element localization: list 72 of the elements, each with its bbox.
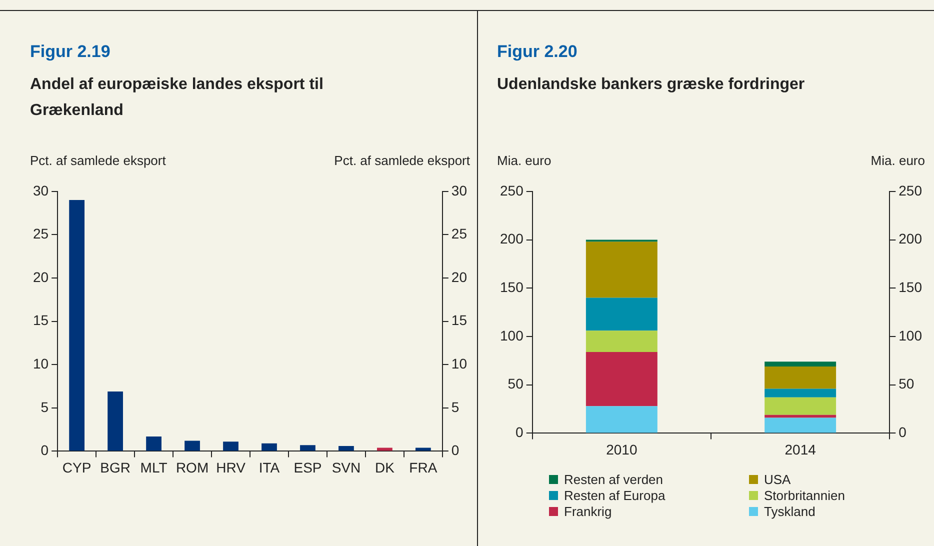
bar xyxy=(586,242,658,298)
y-tick-label: 20 xyxy=(32,268,49,285)
x-tick-label: DK xyxy=(374,459,396,476)
y-tick-label: 250 xyxy=(500,182,524,198)
x-tick-label: FRA xyxy=(409,459,438,476)
bar xyxy=(586,352,658,406)
y2-tick-label: 25 xyxy=(451,226,468,242)
bar xyxy=(146,436,162,451)
y2-tick-label: 30 xyxy=(451,182,468,198)
x-tick-label: SVN xyxy=(332,459,361,476)
x-tick-label: 2010 xyxy=(606,441,638,458)
y2-tick-label: 20 xyxy=(451,268,468,285)
bar xyxy=(108,391,123,451)
chart-subtitle: Udenlandske bankers græske fordringer xyxy=(497,75,806,95)
y-tick-label: 0 xyxy=(40,442,49,458)
y-tick-label: 30 xyxy=(32,182,49,198)
y2-axis-title: Mia. euro xyxy=(870,153,925,168)
y-tick-label: 10 xyxy=(32,355,49,372)
y2-tick-label: 10 xyxy=(451,355,468,372)
chart-title: Figur 2.20 xyxy=(497,42,578,62)
bar xyxy=(262,443,277,451)
y2-tick-label: 250 xyxy=(898,182,922,198)
bar xyxy=(764,388,836,398)
legend-label: Frankrig xyxy=(564,504,612,519)
bar xyxy=(377,448,392,451)
y-tick-label: 0 xyxy=(516,424,524,440)
y2-tick-label: 50 xyxy=(898,376,914,392)
x-tick-label: 2014 xyxy=(784,441,816,458)
y2-tick-label: 200 xyxy=(898,230,922,247)
y-tick-label: 15 xyxy=(32,312,49,328)
chart-title: Figur 2.19 xyxy=(30,42,110,62)
legend-label: USA xyxy=(764,472,791,487)
bar xyxy=(223,442,238,451)
y-tick-label: 150 xyxy=(500,278,524,295)
x-tick-label: MLT xyxy=(140,459,168,476)
x-tick-label: BGR xyxy=(100,459,130,476)
bar xyxy=(300,445,316,451)
chart-subtitle: Andel af europæiske landes eksport til Grækenland xyxy=(30,75,324,121)
bar xyxy=(586,406,658,433)
bar xyxy=(184,440,200,451)
x-tick-label: ESP xyxy=(294,459,322,476)
bar xyxy=(338,446,354,451)
x-tick-label: HRV xyxy=(216,459,246,476)
y-tick-label: 50 xyxy=(508,376,524,392)
legend-label: Tyskland xyxy=(764,504,816,519)
y2-axis-title: Pct. af samlede eksport xyxy=(334,153,470,168)
y2-tick-label: 0 xyxy=(898,424,907,440)
y2-tick-label: 15 xyxy=(451,312,468,328)
legend-label: Storbritannien xyxy=(764,488,845,503)
bar xyxy=(586,330,658,352)
bar xyxy=(69,200,85,451)
y2-tick-label: 0 xyxy=(451,442,460,458)
bar xyxy=(764,418,836,433)
x-tick-label: ITA xyxy=(258,459,280,476)
bar xyxy=(415,448,431,451)
y2-tick-label: 100 xyxy=(898,327,922,344)
bar xyxy=(764,366,836,389)
y-tick-label: 100 xyxy=(500,327,524,344)
y2-tick-label: 5 xyxy=(451,398,460,415)
y-axis-title: Pct. af samlede eksport xyxy=(30,153,166,168)
x-tick-label: ROM xyxy=(176,459,209,476)
legend-label: Resten af verden xyxy=(564,472,664,487)
bar xyxy=(764,362,836,366)
y-axis-title: Mia. euro xyxy=(497,153,552,168)
y-tick-label: 25 xyxy=(32,226,49,242)
y2-tick-label: 150 xyxy=(898,278,922,295)
bar xyxy=(764,397,836,415)
y-tick-label: 5 xyxy=(40,398,49,415)
x-tick-label: CYP xyxy=(62,459,92,476)
legend-label: Resten af Europa xyxy=(564,488,666,503)
bar xyxy=(586,298,658,331)
y-tick-label: 200 xyxy=(500,230,524,247)
